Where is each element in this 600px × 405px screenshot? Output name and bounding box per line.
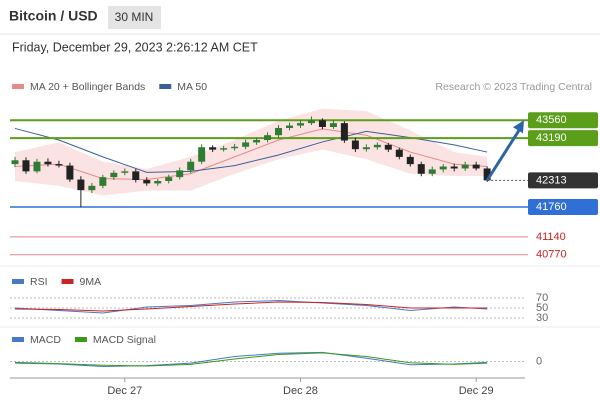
y-tick-label: 50 bbox=[536, 302, 548, 314]
candle-body bbox=[417, 164, 425, 174]
candle-body bbox=[44, 161, 52, 165]
candle-body bbox=[242, 142, 250, 147]
candle-body bbox=[296, 123, 304, 126]
header-bar bbox=[0, 0, 600, 36]
candle-body bbox=[231, 146, 239, 149]
candle-body bbox=[450, 166, 458, 169]
candle-body bbox=[110, 172, 118, 178]
legend-label: RSI bbox=[30, 276, 48, 288]
indicator-line bbox=[14, 299, 488, 314]
level-label-box bbox=[528, 130, 598, 147]
y-tick-label: 0 bbox=[536, 355, 542, 367]
candle-body bbox=[264, 135, 272, 141]
price-label-box bbox=[528, 172, 598, 189]
legend-label: MACD Signal bbox=[93, 334, 156, 346]
x-tick-label: Dec 28 bbox=[283, 385, 318, 397]
candle-body bbox=[22, 160, 30, 172]
candle-body bbox=[77, 179, 85, 191]
candle-body bbox=[318, 120, 326, 127]
candle-body bbox=[55, 164, 63, 166]
legend-label: 9MA bbox=[80, 276, 102, 288]
legend-swatch bbox=[12, 279, 24, 284]
candle-body bbox=[143, 180, 151, 184]
candle-body bbox=[428, 169, 436, 174]
candle-body bbox=[395, 149, 403, 157]
level-label-box bbox=[528, 199, 598, 216]
candle-body bbox=[329, 123, 337, 127]
legend-swatch bbox=[159, 84, 172, 89]
candle-body bbox=[132, 171, 140, 181]
candle-body bbox=[176, 170, 184, 178]
candle-body bbox=[187, 161, 195, 171]
legend-swatch bbox=[12, 84, 24, 89]
candle-body bbox=[362, 147, 370, 150]
bollinger-band bbox=[15, 108, 488, 196]
x-tick-label: Dec 27 bbox=[107, 385, 142, 397]
candle-body bbox=[253, 140, 261, 143]
interval-box bbox=[108, 6, 161, 29]
candle-body bbox=[66, 165, 74, 180]
forecast-arrow bbox=[485, 126, 523, 182]
x-tick-label: Dec 29 bbox=[459, 385, 494, 397]
candle-body bbox=[33, 161, 41, 172]
level-label: 41140 bbox=[536, 231, 566, 243]
timestamp: Friday, December 29, 2023 2:26:12 AM CET bbox=[12, 40, 258, 54]
indicator-line bbox=[14, 352, 488, 367]
candle-body bbox=[88, 185, 96, 191]
forecast-arrowhead bbox=[513, 120, 524, 134]
indicator-line bbox=[14, 128, 488, 181]
y-tick-label: 30 bbox=[536, 312, 548, 324]
level-label: 43190 bbox=[536, 132, 567, 144]
candle-body bbox=[275, 127, 283, 136]
interval: 30 MIN bbox=[115, 10, 154, 24]
candle-body bbox=[340, 123, 348, 141]
candle-body bbox=[220, 148, 228, 150]
candle-body bbox=[307, 120, 315, 124]
level-label: 43560 bbox=[536, 114, 567, 126]
indicator-line bbox=[14, 351, 488, 367]
title: Bitcoin / USD bbox=[9, 8, 98, 24]
credit: Research © 2023 Trading Central bbox=[435, 81, 592, 93]
candle-body bbox=[154, 181, 162, 184]
candle-body bbox=[461, 164, 469, 169]
price-label: 42313 bbox=[536, 174, 567, 186]
legend-label: MA 20 + Bollinger Bands bbox=[30, 81, 145, 93]
legend-swatch bbox=[61, 279, 74, 284]
y-tick-label: 70 bbox=[536, 292, 548, 304]
candle-body bbox=[165, 177, 173, 181]
indicator-line bbox=[14, 301, 488, 312]
level-label: 40770 bbox=[536, 249, 567, 261]
candle-body bbox=[286, 125, 293, 128]
candle-body bbox=[483, 168, 491, 181]
candle-body bbox=[351, 140, 359, 150]
legend-swatch bbox=[74, 337, 87, 342]
candle-body bbox=[11, 160, 19, 165]
candle-body bbox=[406, 156, 414, 165]
legend-label: MA 50 bbox=[177, 81, 207, 93]
legend-label: MACD bbox=[30, 334, 61, 346]
candle-body bbox=[198, 147, 206, 162]
candle-body bbox=[99, 177, 107, 186]
legend-swatch bbox=[12, 337, 24, 342]
level-label: 41760 bbox=[536, 201, 567, 213]
candle-body bbox=[472, 164, 480, 169]
level-label-box bbox=[528, 112, 598, 129]
candle-body bbox=[209, 147, 217, 150]
candle-body bbox=[439, 166, 447, 170]
candle-body bbox=[384, 144, 392, 150]
candle-body bbox=[373, 144, 381, 148]
candle-body bbox=[121, 171, 129, 173]
